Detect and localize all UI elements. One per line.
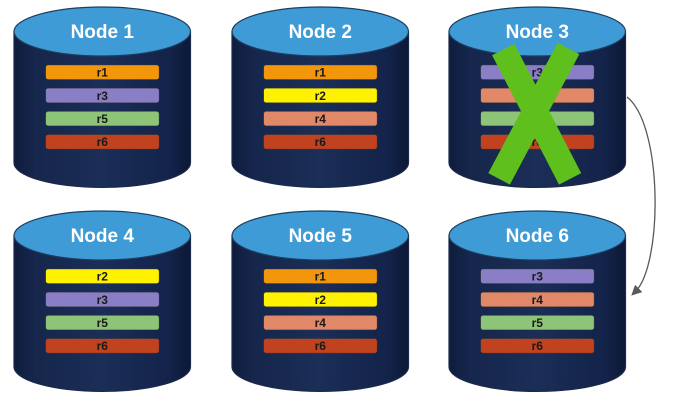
svg-text:r6: r6 xyxy=(97,339,109,353)
svg-text:r6: r6 xyxy=(314,339,326,353)
svg-text:r5: r5 xyxy=(97,112,109,126)
svg-text:r1: r1 xyxy=(314,270,326,284)
svg-text:r4: r4 xyxy=(314,316,326,330)
svg-text:Node 3: Node 3 xyxy=(506,22,569,43)
svg-text:r3: r3 xyxy=(97,293,109,307)
svg-text:r1: r1 xyxy=(97,66,109,80)
svg-text:r3: r3 xyxy=(532,270,544,284)
svg-text:r4: r4 xyxy=(314,112,326,126)
svg-text:r6: r6 xyxy=(532,339,544,353)
svg-text:Node 5: Node 5 xyxy=(288,226,352,247)
svg-text:r2: r2 xyxy=(314,89,326,103)
svg-text:Node 4: Node 4 xyxy=(71,226,135,247)
svg-text:r5: r5 xyxy=(97,316,109,330)
svg-text:r4: r4 xyxy=(532,293,544,307)
svg-text:r5: r5 xyxy=(532,316,544,330)
svg-text:r3: r3 xyxy=(97,89,109,103)
svg-text:Node 6: Node 6 xyxy=(506,226,569,247)
svg-text:r6: r6 xyxy=(97,135,109,149)
svg-text:Node 2: Node 2 xyxy=(288,22,351,43)
svg-text:Node 1: Node 1 xyxy=(71,22,135,43)
svg-text:r2: r2 xyxy=(97,270,109,284)
svg-text:r6: r6 xyxy=(314,135,326,149)
svg-text:r1: r1 xyxy=(314,66,326,80)
svg-text:r2: r2 xyxy=(314,293,326,307)
